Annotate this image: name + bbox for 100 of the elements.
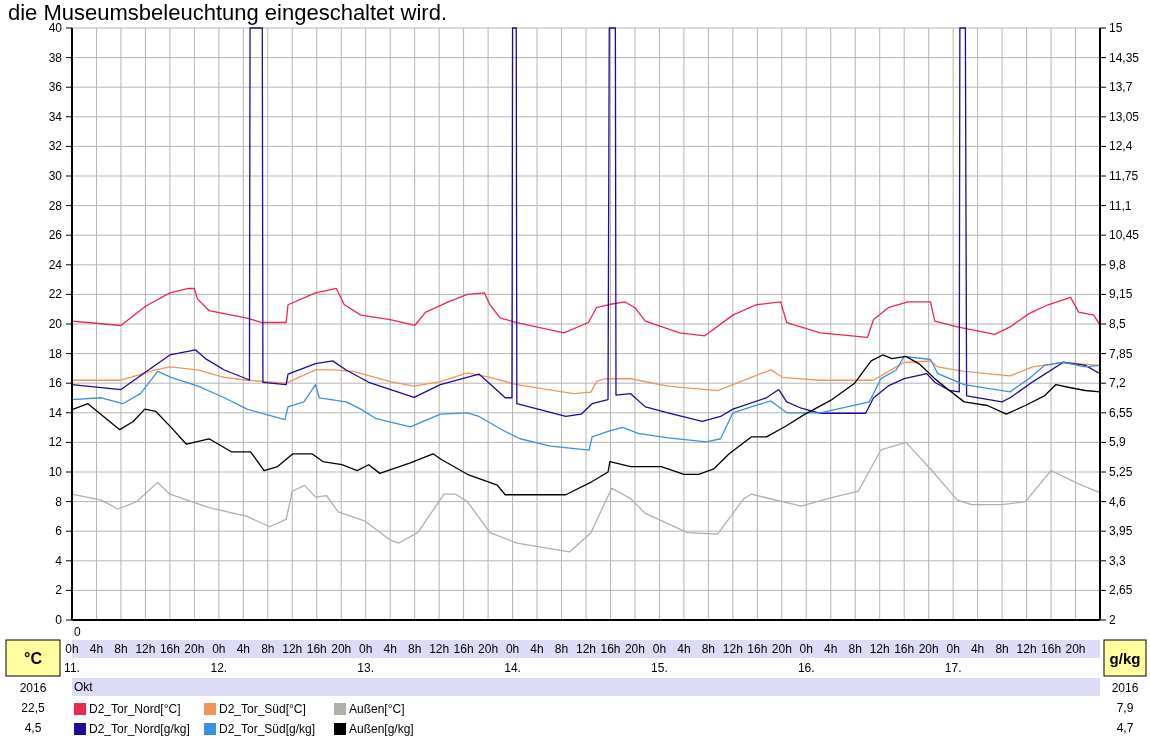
x-tick-label: 12h: [135, 642, 156, 656]
x2-tick-label: 12.: [210, 661, 228, 675]
x-tick-label: 20h: [771, 642, 792, 656]
y2-tick-label: 7,2: [1109, 376, 1127, 391]
y-tick-label: 26: [48, 228, 63, 243]
y2-tick-label: 8,5: [1109, 317, 1127, 331]
x-tick-label: 8h: [701, 642, 716, 656]
legend-label: D2_Tor_Süd[g/kg]: [219, 722, 316, 736]
y-tick-label: 28: [48, 198, 63, 213]
x-tick-label: 4h: [970, 642, 985, 656]
y-tick-label: 8: [55, 494, 63, 509]
x-tick-label: 8h: [848, 642, 862, 656]
y-tick-label: 20: [48, 317, 63, 331]
y2-tick-label: 3,95: [1109, 524, 1133, 539]
y2-tick-label: 15: [1109, 21, 1123, 35]
x2-tick-label: 17.: [944, 661, 962, 675]
y2-tick-label: 12,4: [1109, 139, 1133, 154]
text: 4,7: [1116, 721, 1134, 735]
y2-tick-label: 5,9: [1109, 435, 1127, 450]
y2-tick-label: 3,3: [1109, 553, 1127, 568]
y-tick-label: 36: [48, 80, 63, 95]
text: 22,5: [21, 701, 45, 715]
y-tick-label: 32: [48, 139, 63, 154]
x-tick-label: 0h: [799, 642, 813, 656]
y2-tick-label: 11,75: [1109, 169, 1139, 183]
x2-tick-label: 14.: [504, 661, 521, 675]
y-tick-label: 14: [48, 405, 63, 420]
x-tick-label: 20h: [918, 642, 939, 656]
x-tick-label: 8h: [995, 642, 1009, 656]
x-tick-label: 16h: [1041, 642, 1062, 656]
y2-tick-label: 5,25: [1109, 465, 1133, 479]
x-tick-label: 4h: [89, 642, 104, 656]
text: 2016: [1111, 681, 1139, 695]
y2-tick-label: 9,15: [1109, 287, 1133, 302]
y2-tick-label: 14,35: [1109, 50, 1140, 65]
legend-label: Außen[g/kg]: [349, 722, 414, 736]
x-tick-label: 4h: [530, 642, 544, 656]
y2-axis-title: g/kg: [1109, 649, 1141, 667]
x-tick-label: 12h: [282, 642, 303, 656]
x-tick-label: 0h: [212, 642, 226, 656]
x-tick-label: 20h: [478, 642, 499, 656]
x-tick-label: 16h: [747, 642, 768, 656]
x-tick-label: 0h: [65, 642, 79, 656]
x-tick-label: 16h: [159, 642, 180, 656]
legend-label: D2_Tor_Nord[°C]: [89, 702, 181, 716]
x-tick-label: 16h: [453, 642, 474, 656]
y-tick-label: 38: [48, 50, 63, 65]
x-tick-label: 16h: [306, 642, 327, 656]
y2-tick-label: 11,1: [1109, 198, 1132, 213]
x-tick-label: 0h: [359, 642, 373, 656]
y-tick-label: 2: [55, 583, 63, 598]
y-tick-label: 22: [48, 287, 63, 302]
y2-tick-label: 2: [1109, 613, 1116, 627]
line-series: [72, 287, 1100, 338]
x-tick-label: 20h: [184, 642, 205, 656]
text: 2016: [19, 681, 47, 695]
x-tick-label: 12h: [722, 642, 743, 656]
y-tick-label: 34: [48, 109, 63, 124]
x-tick-label: 12h: [575, 642, 597, 656]
x-tick-label: 8h: [261, 642, 275, 656]
y-tick-label: 4: [55, 553, 63, 568]
x-tick-label: 4h: [677, 642, 691, 656]
x-tick-label: 0h: [946, 642, 960, 656]
x-tick-label: 16h: [600, 642, 621, 656]
x-tick-label: 8h: [407, 642, 422, 656]
x-tick-label: 4h: [383, 642, 397, 656]
x-tick-label: 0h: [505, 642, 520, 656]
legend-label: D2_Tor_Nord[g/kg]: [89, 722, 190, 736]
text: 0: [74, 625, 81, 639]
y-tick-label: 30: [48, 169, 63, 183]
x-tick-label: 0h: [652, 642, 667, 656]
x-tick-label: 12h: [1016, 642, 1037, 656]
y-tick-label: 16: [48, 376, 63, 391]
y2-tick-label: 9,8: [1109, 257, 1127, 272]
x2-axis-title: Okt: [74, 680, 94, 694]
x-tick-label: 20h: [331, 642, 352, 656]
y2-tick-label: 10,45: [1109, 228, 1140, 243]
y2-tick-label: 7,85: [1109, 346, 1133, 361]
y2-tick-label: 4,6: [1109, 494, 1127, 509]
y-tick-label: 10: [48, 465, 63, 479]
x-tick-label: 16h: [894, 642, 915, 656]
y2-tick-label: 13,7: [1109, 80, 1133, 95]
line-series: [72, 27, 1100, 423]
y-tick-label: 18: [48, 346, 63, 361]
x2-tick-label: 15.: [651, 661, 668, 675]
x-tick-label: 4h: [824, 642, 838, 656]
x2-tick-label: 16.: [797, 661, 815, 675]
x-tick-label: 4h: [236, 642, 251, 656]
y-tick-label: 24: [48, 257, 63, 272]
x-tick-label: 20h: [1065, 642, 1086, 656]
legend-label: Außen[°C]: [349, 702, 405, 716]
x-tick-label: 8h: [554, 642, 569, 656]
y-tick-label: 6: [55, 524, 63, 539]
line-series: [72, 355, 1100, 451]
y-tick-label: 0: [55, 613, 63, 627]
y2-tick-label: 6,55: [1109, 405, 1133, 420]
x-tick-label: 20h: [624, 642, 645, 656]
x2-tick-label: 11.: [64, 661, 80, 675]
text: 7,9: [1116, 701, 1134, 715]
x-tick-label: 12h: [869, 642, 890, 656]
